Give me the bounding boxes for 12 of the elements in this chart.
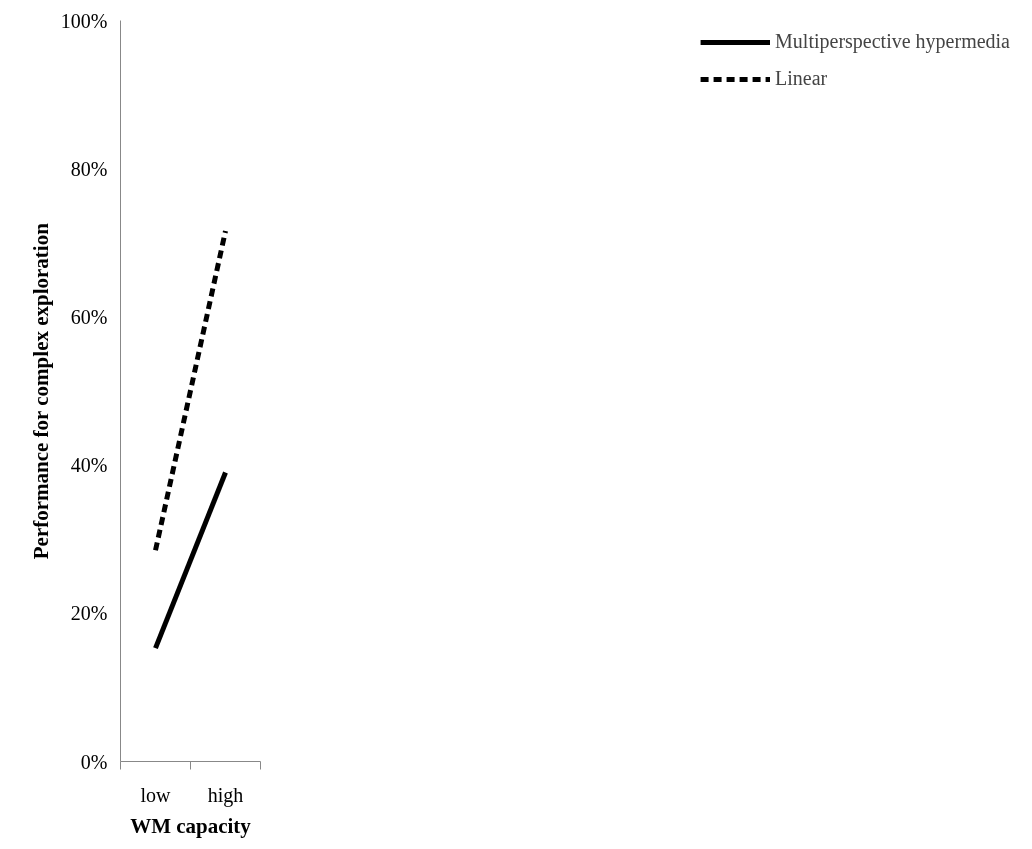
y-axis-title: Performance for complex exploration	[28, 222, 53, 560]
legend-label: Multiperspective hypermedia	[775, 30, 1010, 53]
y-tick-label: 0%	[80, 750, 108, 773]
x-tick-label: low	[140, 783, 172, 806]
legend-label: Linear	[775, 67, 828, 90]
y-tick-label: 60%	[70, 305, 108, 328]
y-tick-label: 40%	[70, 454, 108, 477]
y-tick-label: 100%	[60, 9, 108, 32]
x-axis-title: WM capacity	[130, 813, 252, 838]
x-tick-label: high	[207, 783, 244, 807]
y-tick-label: 20%	[70, 602, 108, 625]
y-tick-label: 80%	[70, 157, 108, 180]
